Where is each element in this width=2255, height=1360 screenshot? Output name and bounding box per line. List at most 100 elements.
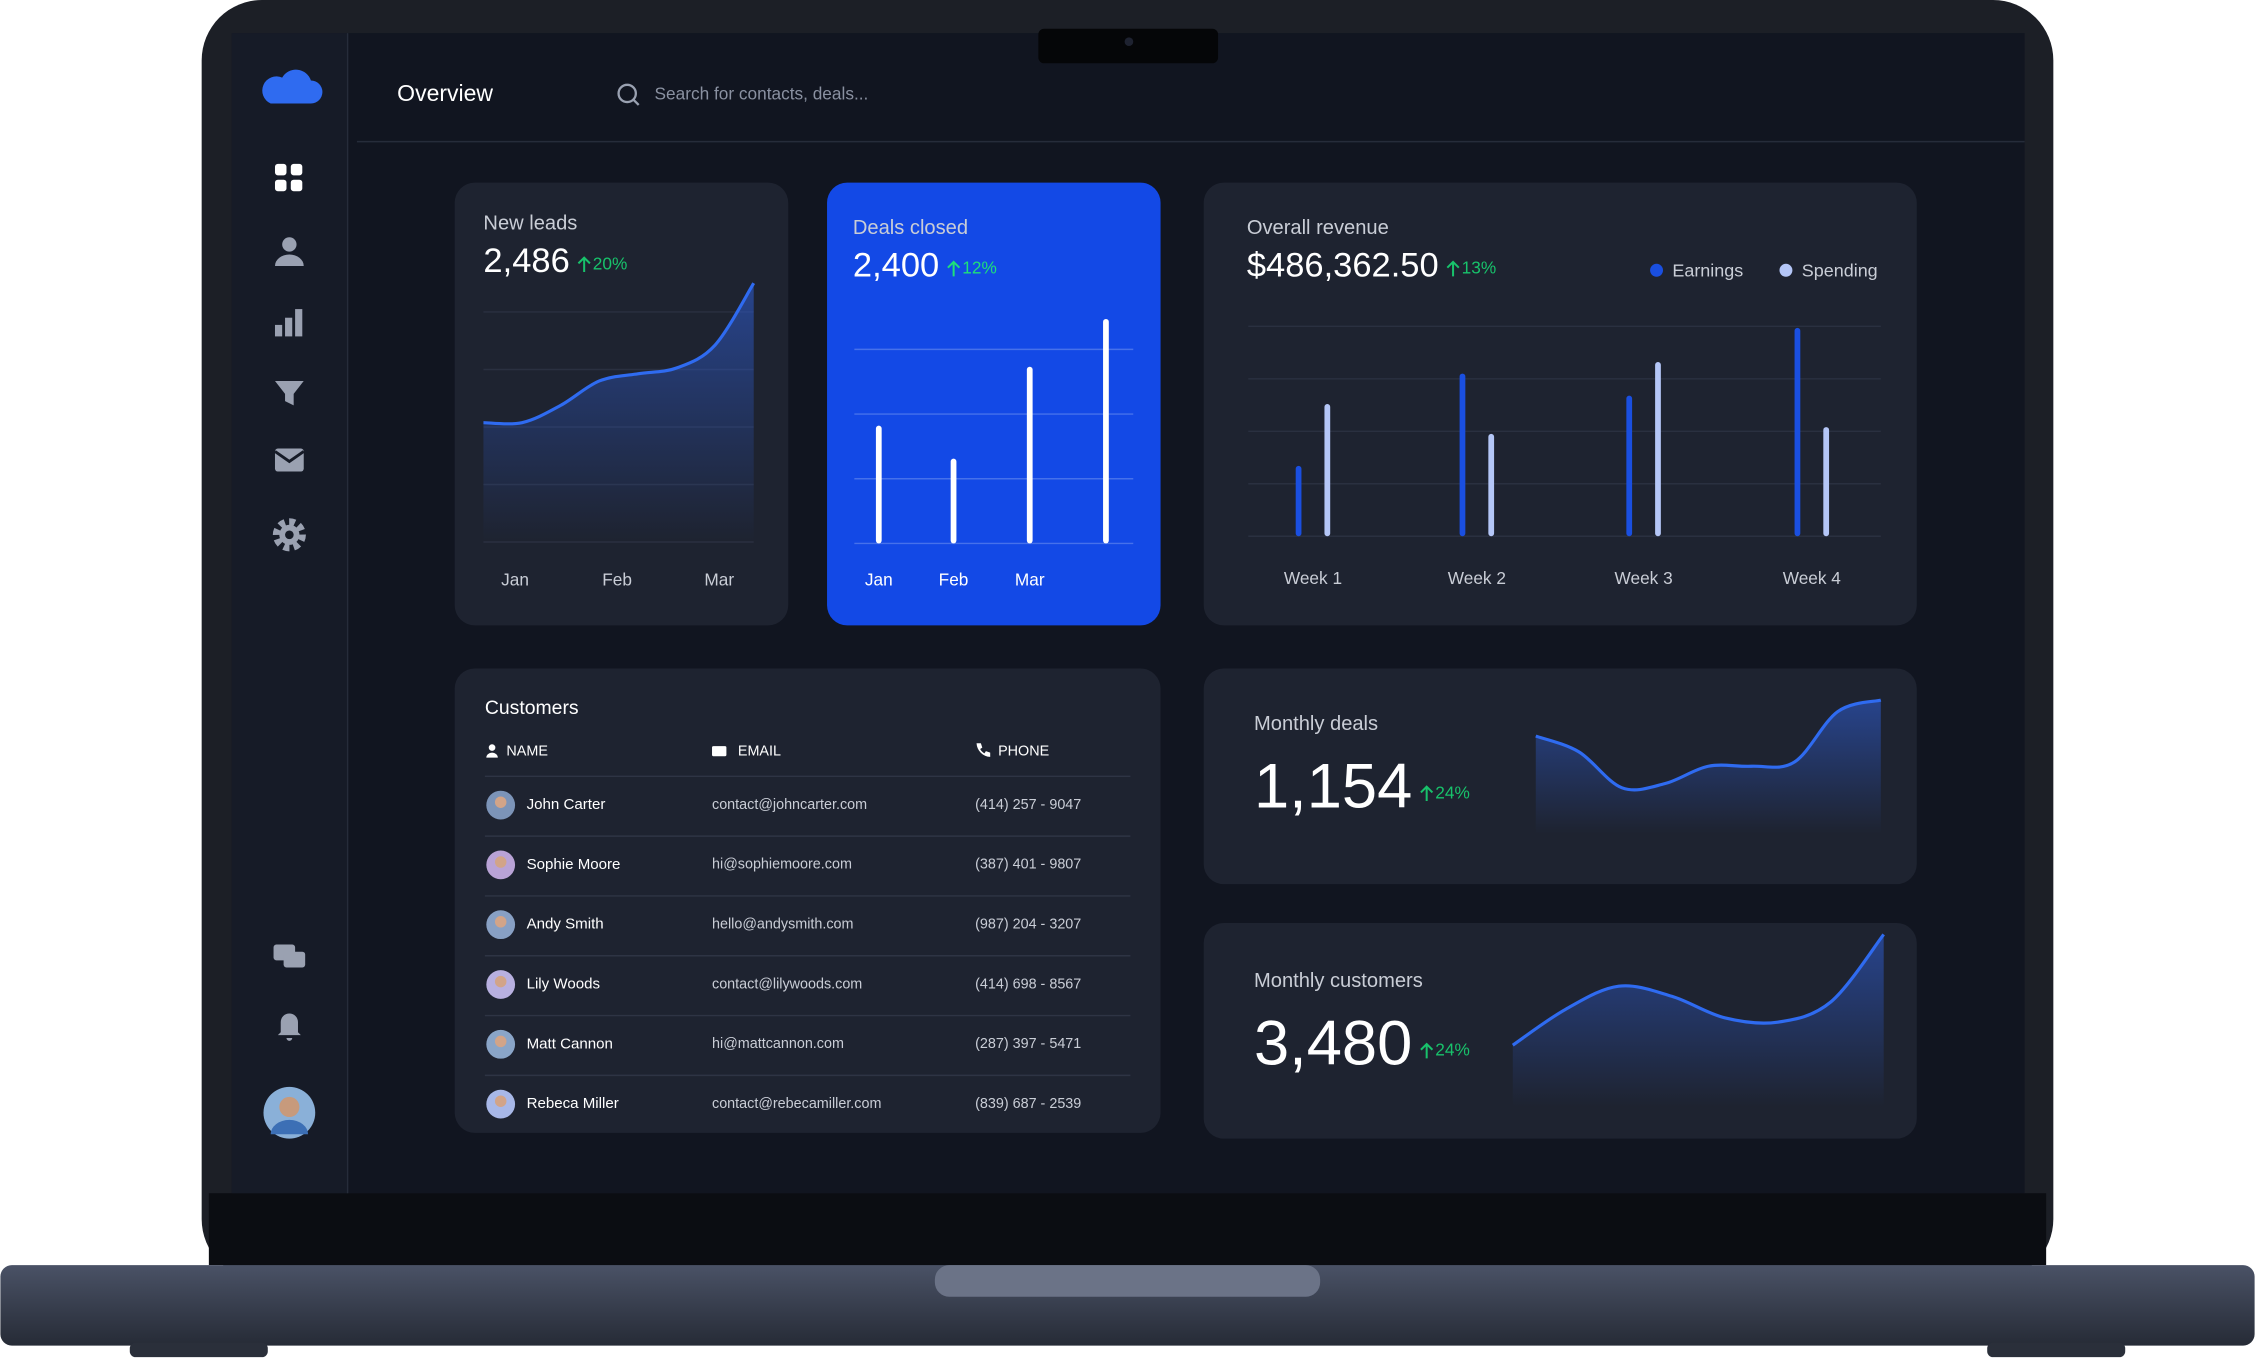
customer-avatar-face <box>494 1035 507 1048</box>
card-value: 2,486 <box>483 242 569 280</box>
up-arrow <box>577 256 591 272</box>
bar <box>1026 366 1033 544</box>
bar <box>1655 362 1661 537</box>
card-title: Overall revenue <box>1247 217 1389 239</box>
bar <box>1103 318 1109 544</box>
table-cell: Andy Smith <box>527 916 604 933</box>
notifications-icon[interactable] <box>277 1013 301 1041</box>
x-tick-label: Jan <box>501 569 529 589</box>
customer-avatar-face <box>494 1095 507 1107</box>
dashboard-icon[interactable] <box>274 163 303 192</box>
table-cell: Sophie Moore <box>527 856 621 873</box>
x-tick-label: Week 1 <box>1284 568 1342 588</box>
card-change: 20% <box>593 253 628 273</box>
area-fill <box>1512 934 1884 1107</box>
table-title: Customers <box>485 697 579 719</box>
table-cell: (987) 204 - 3207 <box>975 916 1081 932</box>
bar <box>1794 327 1801 537</box>
legend-swatch <box>1650 263 1664 277</box>
table-cell: John Carter <box>527 796 606 813</box>
bar <box>1295 465 1302 537</box>
bar <box>1459 373 1466 537</box>
bar <box>950 458 957 544</box>
legend-label: Earnings <box>1672 260 1743 280</box>
x-tick-label: Jan <box>865 569 893 589</box>
customer-avatar-face <box>494 796 507 808</box>
customer-avatar-face <box>494 975 507 988</box>
up-arrow <box>1420 785 1434 802</box>
card-change: 24% <box>1435 1040 1470 1060</box>
user-avatar[interactable] <box>263 1086 316 1139</box>
sidebar <box>231 33 349 1194</box>
table-cell: (414) 257 - 9047 <box>975 797 1081 813</box>
email-icon <box>712 746 727 757</box>
table-cell: (287) 397 - 5471 <box>975 1036 1081 1052</box>
card-value: 1,154 <box>1254 751 1412 821</box>
trend-line <box>1511 933 1885 1047</box>
page-title: Overview <box>397 80 493 106</box>
bar <box>875 425 882 544</box>
card-change: 13% <box>1462 258 1497 278</box>
legend-swatch <box>1779 263 1793 277</box>
pipeline-icon[interactable] <box>274 380 304 406</box>
x-tick-label: Mar <box>1015 569 1045 589</box>
table-cell: (414) 698 - 8567 <box>975 976 1081 992</box>
bar <box>1626 395 1633 537</box>
column-header: PHONE <box>998 744 1049 760</box>
up-arrow <box>1420 1042 1434 1059</box>
customer-avatar-face <box>494 856 507 868</box>
area-fill <box>483 283 754 542</box>
card-title: Monthly customers <box>1254 970 1423 992</box>
phone-icon <box>976 743 991 757</box>
trend-line <box>483 282 756 426</box>
card-title: New leads <box>483 213 577 235</box>
bar <box>1324 404 1331 537</box>
card-title: Deals closed <box>853 217 968 239</box>
up-arrow <box>1446 260 1460 277</box>
card-title: Monthly deals <box>1254 713 1378 735</box>
table-cell: contact@johncarter.com <box>712 797 867 813</box>
table-cell: contact@lilywoods.com <box>712 976 862 992</box>
card-value: 2,400 <box>853 247 939 285</box>
x-tick-label: Feb <box>602 569 632 589</box>
card-value: 3,480 <box>1254 1009 1412 1079</box>
x-tick-label: Week 3 <box>1615 568 1673 588</box>
search-bar[interactable]: Search for contacts, deals... <box>617 83 869 106</box>
x-tick-label: Week 4 <box>1783 568 1842 588</box>
column-header: EMAIL <box>738 744 781 760</box>
table-cell: Matt Cannon <box>527 1035 613 1052</box>
reports-icon[interactable] <box>274 309 303 337</box>
table-cell: Rebeca Miller <box>527 1095 619 1112</box>
trend-line <box>1535 698 1882 792</box>
table-cell: (839) 687 - 2539 <box>975 1096 1081 1112</box>
bar <box>1488 433 1495 537</box>
customers-card <box>454 668 1161 1133</box>
table-cell: contact@rebecamiller.com <box>712 1096 881 1112</box>
x-tick-label: Mar <box>704 569 734 589</box>
contacts-icon[interactable] <box>274 237 304 266</box>
table-cell: Lily Woods <box>527 975 600 992</box>
card-change: 24% <box>1435 782 1470 802</box>
legend-label: Spending <box>1802 260 1878 280</box>
table-cell: (387) 401 - 9807 <box>975 857 1081 873</box>
deals-closed-card <box>827 182 1161 626</box>
name-icon <box>486 744 498 758</box>
card-value: $486,362.50 <box>1247 247 1439 285</box>
settings-icon[interactable] <box>272 518 306 552</box>
x-tick-label: Feb <box>939 569 969 589</box>
dynamic-content: New leads 2,486 20% Jan Feb Mar Deals closed 2,… <box>483 213 1885 1119</box>
bar <box>1823 427 1830 537</box>
mail-icon[interactable] <box>274 448 305 472</box>
table-cell: hello@andysmith.com <box>712 916 854 932</box>
search-placeholder[interactable]: Search for contacts, deals... <box>655 83 869 103</box>
column-header: NAME <box>506 744 548 760</box>
chat-icon[interactable] <box>273 944 306 968</box>
up-arrow <box>947 260 961 277</box>
x-tick-label: Week 2 <box>1448 568 1506 588</box>
logo[interactable] <box>262 69 323 104</box>
customer-avatar-face <box>494 916 507 928</box>
table-cell: hi@sophiemoore.com <box>712 857 852 873</box>
table-cell: hi@mattcannon.com <box>712 1036 844 1052</box>
